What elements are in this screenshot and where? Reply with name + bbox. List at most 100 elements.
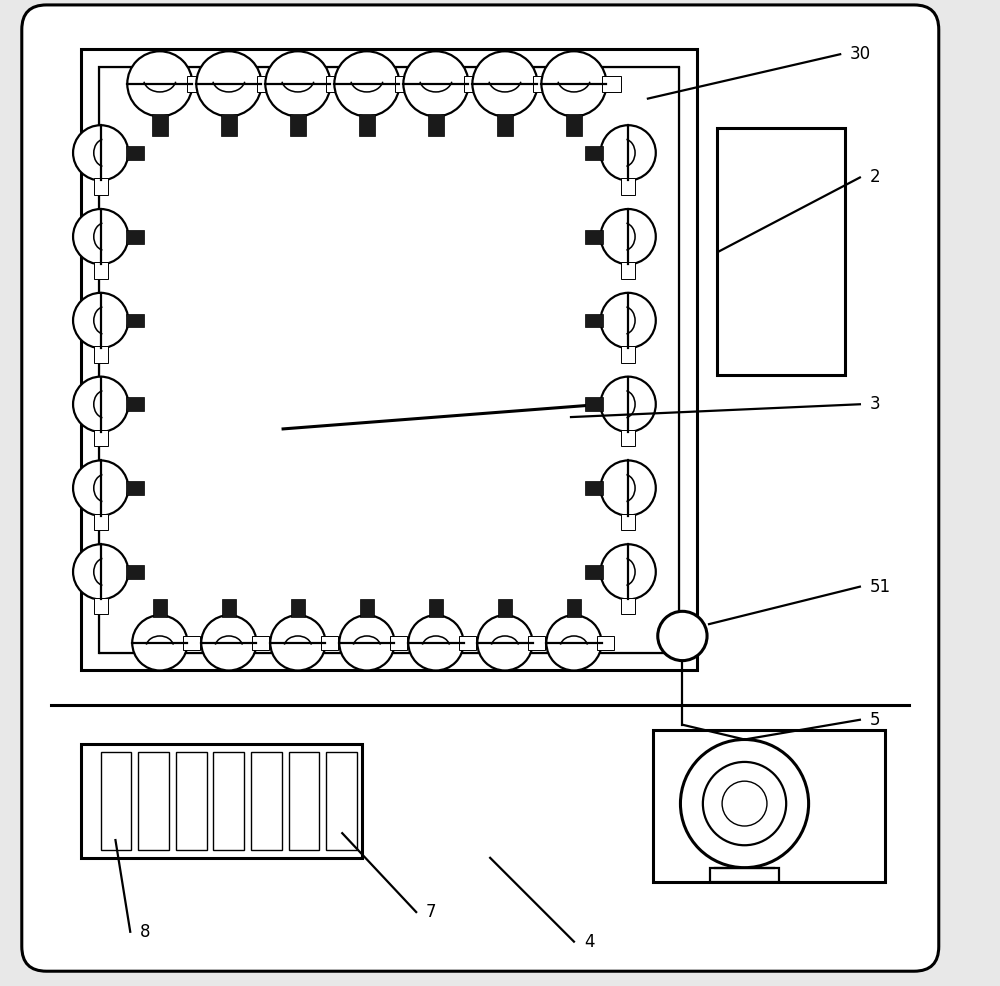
Bar (257, 76, 276, 92)
Bar (213, 752, 244, 850)
FancyBboxPatch shape (22, 5, 939, 971)
Bar (621, 262, 635, 279)
Circle shape (541, 51, 606, 116)
Bar (101, 752, 131, 850)
Bar (395, 76, 414, 92)
Bar (621, 598, 635, 614)
Bar (497, 114, 513, 135)
Circle shape (403, 51, 468, 116)
Bar (597, 636, 614, 650)
Circle shape (472, 51, 537, 116)
Bar (428, 114, 444, 135)
Circle shape (201, 615, 256, 670)
Bar (585, 146, 603, 160)
Bar (291, 599, 305, 617)
Circle shape (408, 615, 464, 670)
Bar (498, 599, 512, 617)
Text: 5: 5 (870, 711, 880, 729)
Bar (321, 636, 338, 650)
Bar (153, 599, 167, 617)
Bar (459, 636, 476, 650)
Bar (99, 67, 679, 653)
Circle shape (680, 740, 809, 868)
Bar (359, 114, 375, 135)
Bar (94, 598, 108, 614)
Bar (585, 230, 603, 244)
Bar (653, 730, 885, 882)
Bar (138, 752, 169, 850)
Bar (126, 230, 144, 244)
Circle shape (132, 615, 187, 670)
Bar (187, 76, 207, 92)
Circle shape (601, 125, 656, 180)
Circle shape (703, 762, 786, 845)
Circle shape (546, 615, 602, 670)
Bar (126, 397, 144, 411)
Circle shape (73, 460, 128, 516)
Text: 51: 51 (870, 578, 891, 596)
Bar (94, 430, 108, 447)
Bar (390, 636, 407, 650)
Bar (621, 514, 635, 530)
Circle shape (73, 293, 128, 348)
Bar (126, 481, 144, 495)
Bar (222, 599, 236, 617)
Bar (533, 76, 552, 92)
Circle shape (601, 209, 656, 264)
Bar (717, 128, 845, 375)
Text: 3: 3 (870, 395, 880, 413)
Bar (94, 262, 108, 279)
Bar (585, 481, 603, 495)
Circle shape (73, 209, 128, 264)
Circle shape (270, 615, 325, 670)
Bar (126, 314, 144, 327)
Circle shape (127, 51, 192, 116)
Bar (94, 346, 108, 363)
Circle shape (265, 51, 330, 116)
Circle shape (73, 377, 128, 432)
Bar (290, 114, 306, 135)
Bar (326, 752, 357, 850)
Bar (585, 314, 603, 327)
Circle shape (601, 544, 656, 599)
Bar (602, 76, 621, 92)
Bar (621, 346, 635, 363)
Bar (94, 178, 108, 195)
Bar (585, 397, 603, 411)
Circle shape (196, 51, 261, 116)
Circle shape (658, 611, 707, 661)
Circle shape (477, 615, 533, 670)
Text: 7: 7 (426, 903, 437, 921)
Bar (221, 114, 237, 135)
Bar (528, 636, 545, 650)
Bar (152, 114, 168, 135)
Bar (621, 178, 635, 195)
Bar (360, 599, 374, 617)
Bar (81, 744, 362, 858)
Circle shape (722, 781, 767, 826)
Circle shape (73, 544, 128, 599)
Bar (585, 565, 603, 579)
Bar (710, 868, 779, 882)
Bar (126, 565, 144, 579)
Circle shape (334, 51, 399, 116)
Bar (429, 599, 443, 617)
Bar (81, 49, 697, 670)
Text: 2: 2 (870, 169, 880, 186)
Bar (621, 430, 635, 447)
Circle shape (339, 615, 394, 670)
Bar (252, 636, 269, 650)
Bar (183, 636, 200, 650)
Bar (251, 752, 282, 850)
Bar (567, 599, 581, 617)
Text: 8: 8 (140, 923, 151, 941)
Circle shape (601, 293, 656, 348)
Bar (126, 146, 144, 160)
Bar (566, 114, 582, 135)
Bar (464, 76, 483, 92)
Bar (94, 514, 108, 530)
Circle shape (601, 377, 656, 432)
Bar (289, 752, 319, 850)
Bar (326, 76, 345, 92)
Text: 30: 30 (850, 45, 871, 63)
